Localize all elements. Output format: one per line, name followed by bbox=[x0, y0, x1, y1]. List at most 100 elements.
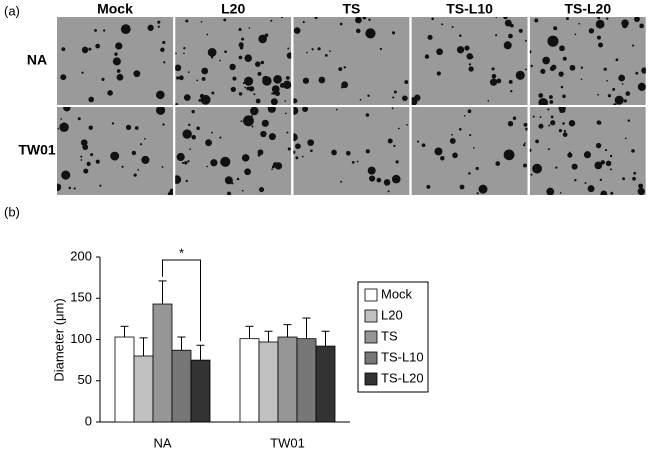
colony bbox=[584, 181, 587, 184]
colony bbox=[550, 120, 556, 126]
colony bbox=[134, 126, 139, 130]
colony bbox=[295, 156, 299, 160]
colony bbox=[436, 48, 443, 56]
colony bbox=[495, 17, 498, 18]
colony bbox=[588, 28, 595, 34]
colony bbox=[555, 166, 558, 169]
colony bbox=[61, 47, 66, 52]
colony bbox=[73, 187, 76, 190]
colony bbox=[287, 147, 291, 151]
colony bbox=[324, 54, 328, 57]
colony bbox=[641, 67, 646, 74]
colony bbox=[271, 168, 273, 171]
legend-label: Mock bbox=[381, 286, 413, 301]
colony bbox=[351, 160, 355, 164]
colony bbox=[196, 126, 200, 131]
colony bbox=[238, 92, 243, 96]
colony bbox=[306, 51, 308, 54]
micrograph bbox=[57, 107, 173, 195]
image-grid bbox=[57, 17, 646, 195]
colony bbox=[80, 159, 83, 161]
colony bbox=[226, 191, 232, 195]
colony bbox=[458, 127, 462, 131]
colony bbox=[302, 21, 305, 24]
colony bbox=[622, 177, 625, 181]
bar bbox=[258, 341, 279, 423]
colony bbox=[402, 95, 408, 102]
colony bbox=[529, 148, 532, 152]
colony bbox=[464, 45, 470, 51]
colony bbox=[210, 159, 218, 167]
colony bbox=[302, 107, 309, 113]
colony bbox=[546, 187, 555, 195]
colony bbox=[424, 54, 430, 59]
colony bbox=[175, 175, 182, 184]
row-label: TW01 bbox=[18, 142, 56, 158]
colony bbox=[503, 149, 515, 161]
colony bbox=[207, 47, 217, 57]
colony bbox=[553, 26, 558, 31]
colony bbox=[175, 64, 182, 72]
colony bbox=[198, 98, 202, 102]
colony bbox=[515, 70, 525, 80]
colony bbox=[285, 76, 290, 80]
colony bbox=[548, 95, 553, 99]
colony bbox=[270, 98, 278, 105]
colony bbox=[534, 18, 539, 23]
colony bbox=[57, 128, 60, 130]
colony bbox=[532, 115, 535, 118]
colony bbox=[547, 35, 559, 47]
colony bbox=[338, 67, 343, 72]
bar bbox=[315, 345, 336, 423]
colony bbox=[191, 134, 196, 140]
colony bbox=[318, 76, 326, 84]
colony bbox=[356, 160, 359, 163]
colony bbox=[176, 152, 185, 162]
colony bbox=[625, 91, 631, 96]
bar bbox=[277, 336, 298, 423]
colony bbox=[244, 76, 254, 86]
colony bbox=[311, 48, 314, 51]
colony bbox=[406, 124, 408, 126]
colony bbox=[525, 127, 528, 131]
colony bbox=[468, 63, 472, 66]
colony bbox=[475, 166, 479, 171]
colony bbox=[606, 17, 609, 20]
column-label: L20 bbox=[221, 1, 245, 17]
colony bbox=[185, 19, 189, 23]
colony bbox=[77, 117, 81, 121]
colony bbox=[103, 29, 106, 32]
colony bbox=[184, 161, 188, 165]
colony bbox=[532, 163, 542, 174]
colony bbox=[367, 94, 370, 97]
micrograph bbox=[175, 17, 292, 105]
image-background bbox=[411, 17, 528, 105]
colony bbox=[335, 108, 338, 111]
colony bbox=[183, 47, 186, 50]
colony bbox=[81, 46, 89, 54]
colony bbox=[615, 58, 619, 62]
colony bbox=[245, 168, 249, 173]
colony bbox=[167, 190, 173, 195]
colony bbox=[495, 34, 498, 37]
colony bbox=[273, 75, 282, 84]
colony bbox=[574, 178, 577, 182]
colony bbox=[160, 47, 165, 52]
colony bbox=[387, 138, 393, 144]
colony bbox=[606, 79, 608, 82]
colony bbox=[523, 122, 528, 127]
colony bbox=[567, 152, 573, 158]
colony bbox=[223, 18, 227, 22]
colony bbox=[293, 107, 299, 115]
colony bbox=[618, 74, 626, 82]
colony bbox=[302, 77, 310, 84]
colony bbox=[463, 114, 466, 117]
colony bbox=[624, 137, 627, 140]
colony bbox=[632, 176, 636, 181]
bar bbox=[171, 349, 192, 423]
colony bbox=[560, 85, 564, 89]
colony bbox=[267, 107, 276, 113]
colony bbox=[301, 155, 304, 158]
colony bbox=[562, 94, 566, 99]
